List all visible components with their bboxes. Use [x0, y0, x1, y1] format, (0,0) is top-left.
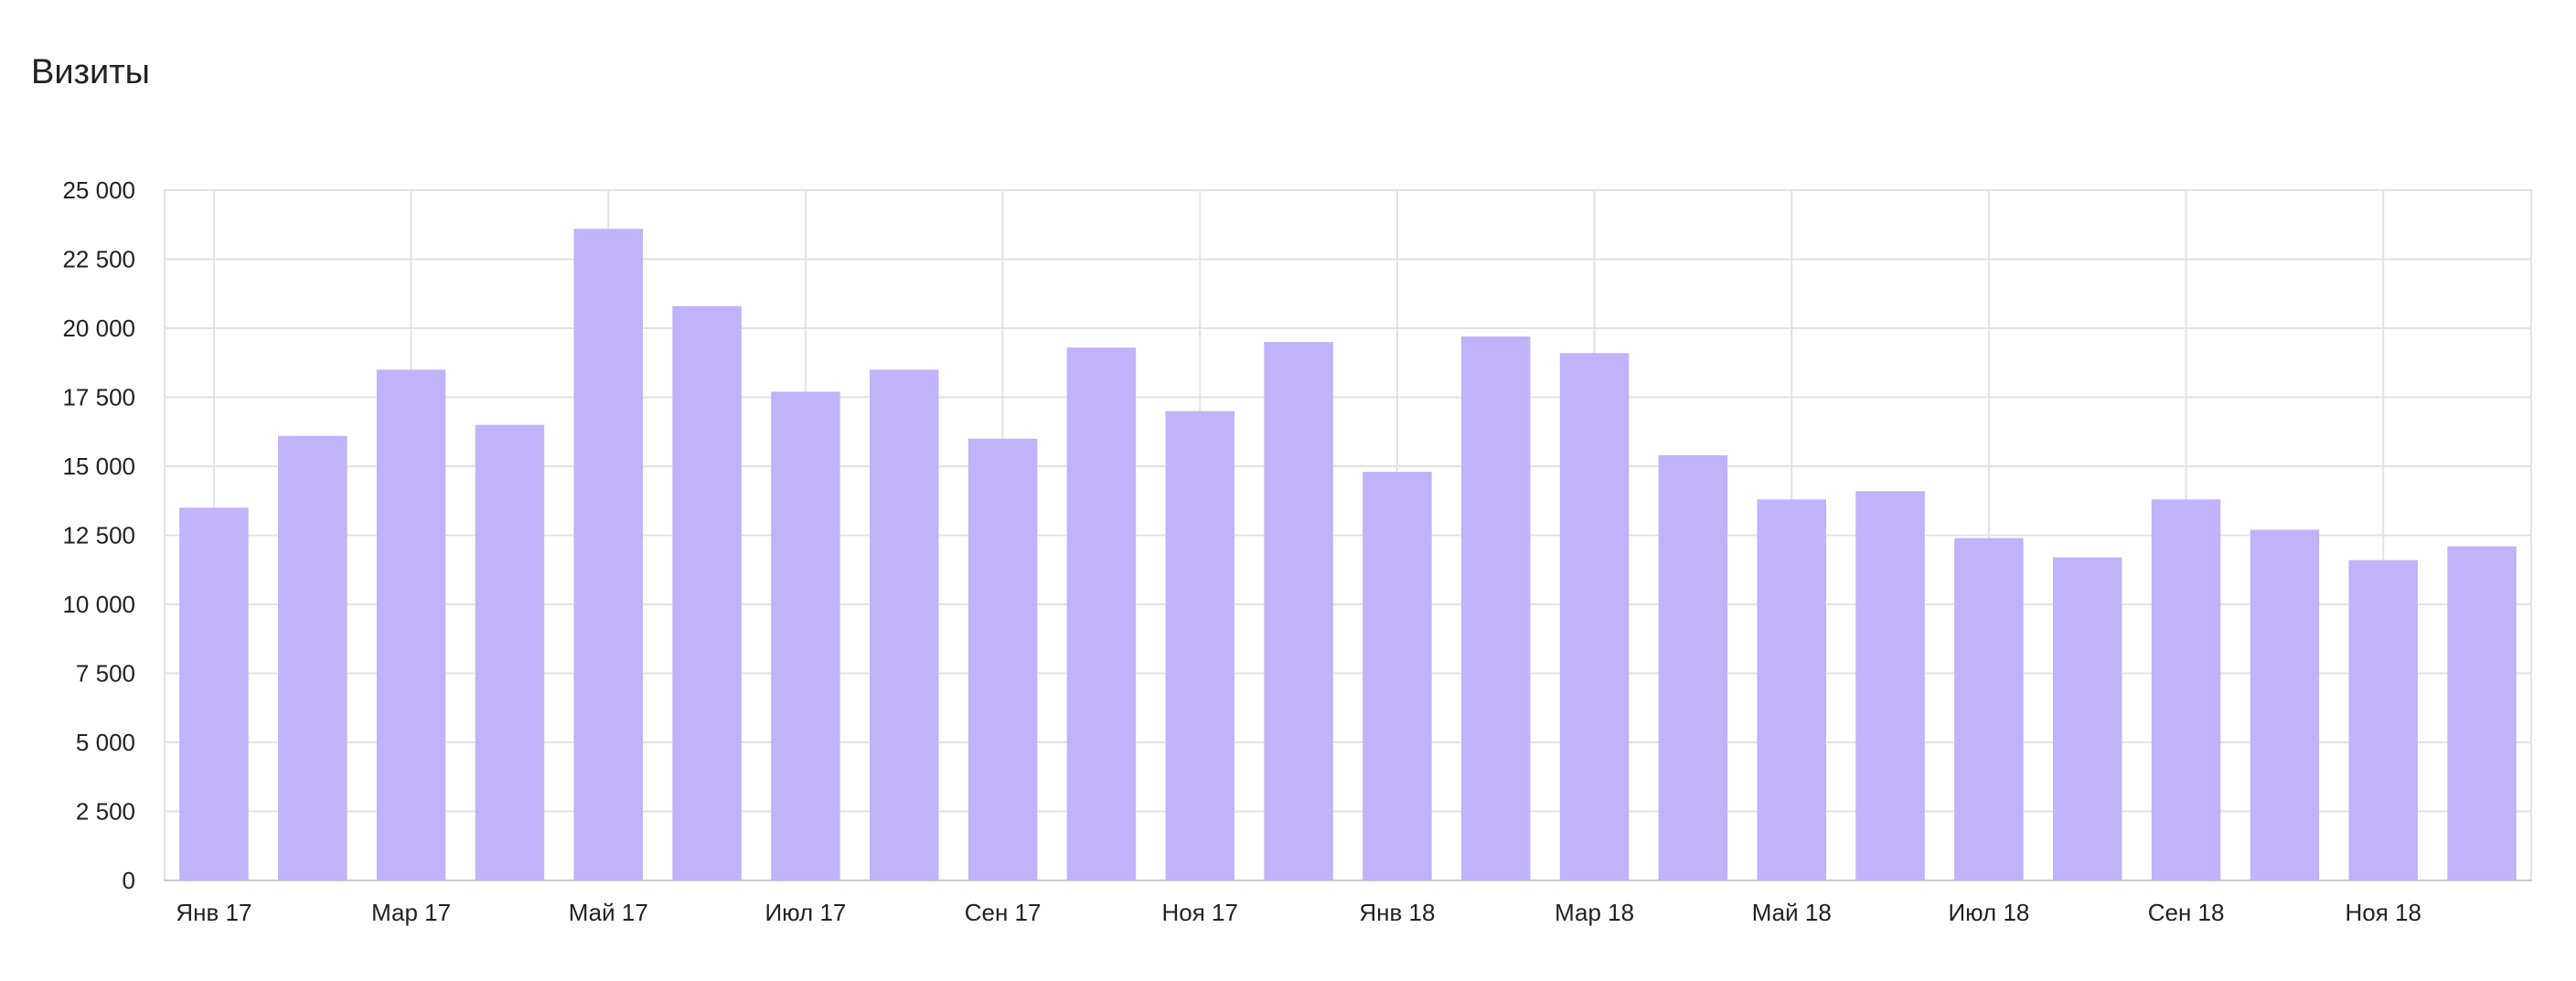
- x-tick-label: Ноя 17: [1162, 899, 1238, 926]
- y-tick-label: 2 500: [76, 798, 135, 826]
- bar-2017-06[interactable]: [672, 305, 742, 881]
- bars: [179, 229, 2517, 881]
- x-tick-label: Янв 17: [176, 899, 251, 926]
- bar-2018-10[interactable]: [2250, 529, 2320, 880]
- y-axis-labels: 0 2 500 5 000 7 500 10 000 12 500 15 000 17 500…: [62, 176, 135, 894]
- bar-2017-02[interactable]: [278, 435, 347, 880]
- bar-2017-07[interactable]: [771, 391, 840, 881]
- bar-2018-05[interactable]: [1757, 499, 1826, 880]
- x-axis-labels: Янв 17 Мар 17 Май 17 Июл 17 Сен 17 Ноя 17 Янв …: [176, 899, 2421, 926]
- bar-2018-03[interactable]: [1559, 353, 1630, 880]
- bar-2017-09[interactable]: [967, 438, 1038, 880]
- bar-2017-08[interactable]: [870, 369, 939, 880]
- y-tick-label: 17 500: [62, 384, 135, 411]
- bar-2018-07[interactable]: [1954, 538, 2024, 880]
- y-tick-label: 20 000: [62, 315, 135, 342]
- x-tick-label: Янв 18: [1359, 899, 1435, 926]
- bar-2018-08[interactable]: [2053, 557, 2122, 880]
- x-tick-label: Июл 17: [764, 899, 846, 926]
- bar-2018-09[interactable]: [2151, 499, 2221, 880]
- bar-2017-12[interactable]: [1264, 342, 1333, 881]
- x-tick-label: Ноя 18: [2346, 899, 2421, 926]
- y-tick-label: 12 500: [62, 522, 135, 549]
- y-tick-label: 25 000: [62, 176, 135, 204]
- bar-2018-02[interactable]: [1461, 336, 1531, 880]
- bar-2017-03[interactable]: [376, 369, 446, 880]
- bar-2017-10[interactable]: [1066, 347, 1137, 880]
- y-tick-label: 7 500: [76, 660, 135, 688]
- y-tick-label: 15 000: [62, 453, 135, 480]
- y-tick-label: 10 000: [62, 591, 135, 618]
- chart-title: Визиты: [31, 53, 150, 91]
- x-tick-label: Сен 18: [2148, 899, 2225, 926]
- x-tick-label: Сен 17: [965, 899, 1042, 926]
- bar-2018-06[interactable]: [1855, 491, 1925, 880]
- bar-2017-01[interactable]: [179, 507, 249, 880]
- bar-2017-05[interactable]: [573, 229, 643, 880]
- x-tick-label: Мар 17: [371, 899, 451, 926]
- y-tick-label: 22 500: [62, 246, 135, 273]
- bar-2018-04[interactable]: [1658, 454, 1728, 880]
- bar-2018-01[interactable]: [1363, 472, 1432, 880]
- bar-2018-12[interactable]: [2447, 546, 2517, 880]
- bar-2018-11[interactable]: [2348, 560, 2418, 880]
- x-tick-label: Июл 18: [1948, 899, 2029, 926]
- y-tick-label: 0: [123, 867, 135, 894]
- x-tick-label: Май 17: [569, 899, 648, 926]
- bar-2017-11[interactable]: [1165, 411, 1235, 881]
- plot-frame: [164, 189, 2532, 881]
- bar-2017-04[interactable]: [475, 424, 545, 880]
- y-tick-label: 5 000: [76, 729, 135, 756]
- x-tick-label: Май 18: [1752, 899, 1832, 926]
- x-tick-label: Мар 18: [1555, 899, 1634, 926]
